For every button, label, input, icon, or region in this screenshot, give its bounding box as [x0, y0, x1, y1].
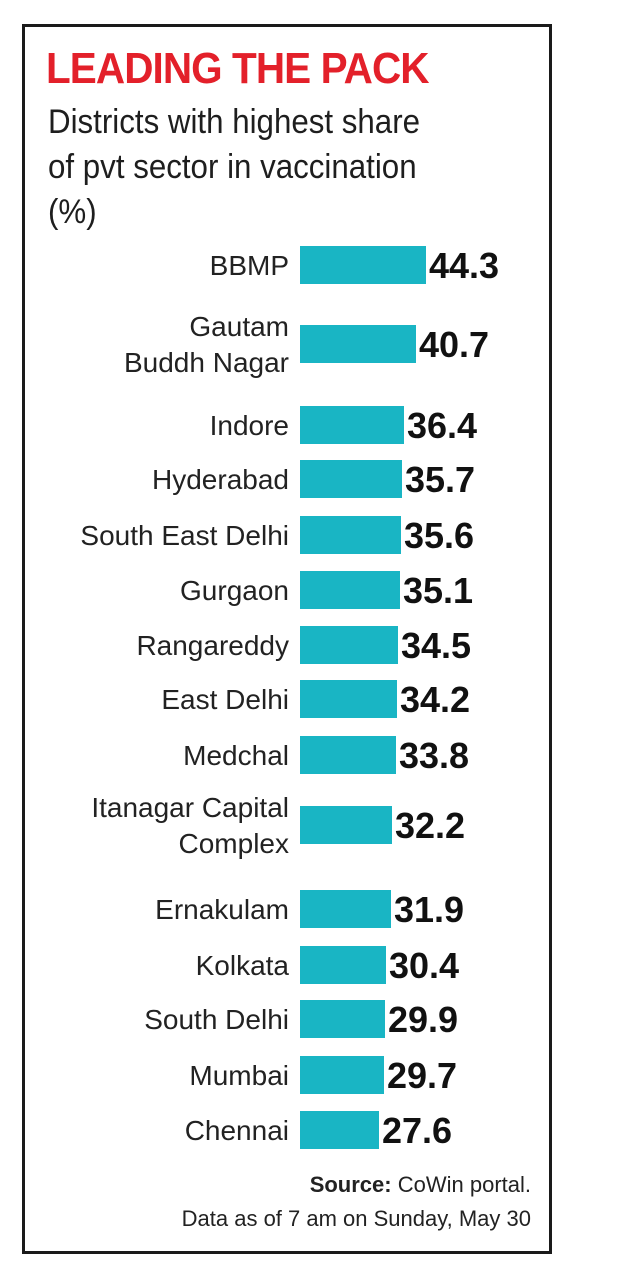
bar	[300, 406, 404, 444]
category-label: Indore	[210, 410, 289, 441]
category-label: Buddh Nagar	[124, 347, 289, 378]
bar	[300, 246, 426, 284]
category-label: Ernakulam	[155, 894, 289, 925]
bar	[300, 325, 416, 363]
bar	[300, 626, 398, 664]
data-label: 29.7	[387, 1055, 457, 1096]
source-text: CoWin portal.	[391, 1172, 531, 1197]
category-label: Mumbai	[189, 1060, 289, 1091]
bar	[300, 516, 401, 554]
category-label: Kolkata	[196, 950, 290, 981]
bar	[300, 1111, 379, 1149]
category-label: Itanagar Capital	[91, 792, 289, 823]
bar	[300, 890, 391, 928]
bar	[300, 736, 396, 774]
chart-subtitle: Districts with highest share of pvt sect…	[48, 103, 421, 231]
category-label: Complex	[179, 828, 289, 859]
bar	[300, 1000, 385, 1038]
data-label: 35.7	[405, 459, 475, 500]
category-label: South East Delhi	[80, 520, 289, 551]
data-label: 35.6	[404, 515, 474, 556]
bar	[300, 680, 397, 718]
category-label: Medchal	[183, 740, 289, 771]
data-label: 31.9	[394, 889, 464, 930]
source-line: Source: CoWin portal.	[310, 1172, 531, 1198]
source-label: Source:	[309, 1172, 392, 1197]
bar	[300, 460, 402, 498]
data-label: 29.9	[388, 999, 458, 1040]
data-label: 36.4	[407, 405, 477, 446]
data-label: 32.2	[395, 805, 465, 846]
category-label: Gautam	[189, 311, 289, 342]
data-label: 34.5	[401, 625, 471, 666]
data-label: 34.2	[400, 679, 470, 720]
bar	[300, 571, 400, 609]
category-label: Chennai	[185, 1115, 289, 1146]
bar	[300, 946, 386, 984]
category-label: Rangareddy	[136, 630, 289, 661]
category-label: East Delhi	[161, 684, 289, 715]
category-label: BBMP	[210, 250, 289, 281]
data-note: Data as of 7 am on Sunday, May 30	[181, 1206, 531, 1231]
category-label: South Delhi	[144, 1004, 289, 1035]
category-label: Gurgaon	[180, 575, 289, 606]
category-label: Hyderabad	[152, 464, 289, 495]
data-label: 44.3	[429, 245, 499, 286]
data-label: 40.7	[419, 324, 489, 365]
chart-frame	[22, 24, 552, 1254]
bar	[300, 1056, 384, 1094]
data-label: 30.4	[389, 945, 459, 986]
data-label: 35.1	[403, 570, 473, 611]
bar	[300, 806, 392, 844]
chart-title: LEADING THE PACK	[46, 44, 430, 93]
data-label: 27.6	[382, 1110, 452, 1151]
data-label: 33.8	[399, 735, 469, 776]
